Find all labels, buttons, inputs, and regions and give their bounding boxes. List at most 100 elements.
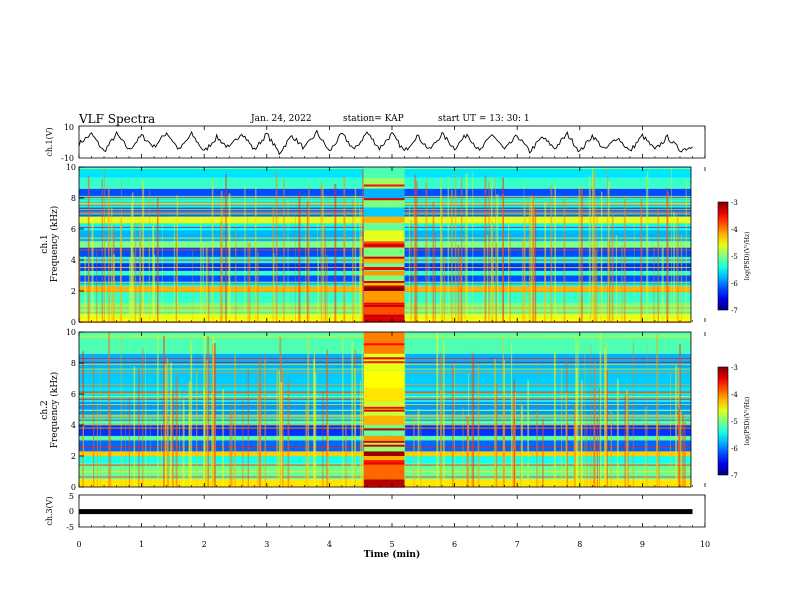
spectrogram-streak-31 xyxy=(596,207,598,322)
spectrogram-streak-97 xyxy=(313,359,316,487)
spectrogram-streak-80 xyxy=(258,378,260,487)
spectrogram-streak-168 xyxy=(521,405,523,487)
ytick-label-4: 4 xyxy=(71,256,76,265)
spectrogram-streak-156 xyxy=(532,194,535,322)
spectrogram-streak-108 xyxy=(171,390,174,487)
spectrogram-streak-62 xyxy=(623,196,626,322)
spectrogram-streak-79 xyxy=(133,252,135,322)
spectrogram-streak-70 xyxy=(298,191,301,322)
spectrogram-streak-30 xyxy=(496,194,499,322)
spectrogram-streak-65 xyxy=(152,226,154,322)
burst-line-1 xyxy=(363,317,405,320)
spectrogram-streak-36 xyxy=(107,187,110,322)
burst-band-12 xyxy=(363,332,405,354)
spectrogram-streak-34 xyxy=(359,380,361,487)
burst-line-10 xyxy=(363,409,405,412)
spectrogram-streak-139 xyxy=(280,382,283,487)
spectrogram-streak-1 xyxy=(611,213,614,322)
spectrogram-streak-134 xyxy=(130,220,133,322)
ch2-spectrogram-ylabel-freq: Frequency (kHz) xyxy=(49,372,60,449)
spectrogram-streak-28 xyxy=(97,403,98,487)
spectrogram-streak-88 xyxy=(460,257,463,322)
spectrogram-streak-100 xyxy=(452,364,454,487)
spectrogram-streak-48 xyxy=(680,234,683,322)
spectrogram-streak-87 xyxy=(318,259,319,322)
spectrogram-streak-74 xyxy=(164,363,167,487)
colorbar-tick--4: -4 xyxy=(731,226,738,234)
spectrogram-streak-26 xyxy=(521,237,524,322)
burst-band-18 xyxy=(363,167,405,178)
spectrogram-streak-126 xyxy=(684,422,686,487)
spectrogram-streak-164 xyxy=(601,191,603,322)
ch1-spectrogram-ylabel-freq: Frequency (kHz) xyxy=(49,206,60,283)
spectrogram-streak-83 xyxy=(161,222,163,322)
burst-band-0 xyxy=(363,479,405,488)
spectrogram-streak-152 xyxy=(295,214,296,322)
colorbar-label: log(PSD)(V²/Hz) xyxy=(744,232,751,281)
spectrogram-streak-130 xyxy=(354,188,357,322)
spectrogram-streak-150 xyxy=(82,418,84,487)
spectrogram-streak-30 xyxy=(537,357,539,487)
spectrogram-streak-144 xyxy=(145,398,147,487)
burst-line-7 xyxy=(363,357,405,360)
ytick-label-2: 2 xyxy=(71,287,76,296)
spectrogram-streak-7 xyxy=(577,340,579,487)
spectrogram-streak-89 xyxy=(131,192,134,322)
burst-line-3 xyxy=(363,198,405,201)
spectrogram-streak-81 xyxy=(322,185,324,322)
spectrogram-streak-94 xyxy=(156,197,159,322)
burst-line-2 xyxy=(363,444,405,447)
spectrogram-streak-31 xyxy=(287,379,290,487)
spectrogram-streak-113 xyxy=(157,333,159,487)
colorbar-tick--5: -5 xyxy=(731,418,738,426)
spectrogram-streak-64 xyxy=(153,254,156,322)
spectrogram-streak-154 xyxy=(514,385,515,487)
spectrogram-streak-92 xyxy=(202,245,204,322)
spectrogram-streak-42 xyxy=(326,255,328,322)
spectrogram-streak-68 xyxy=(584,345,586,487)
spectrogram-streak-153 xyxy=(666,188,668,322)
spectrogram-streak-123 xyxy=(334,183,337,322)
spectrogram-streak-27 xyxy=(554,184,556,322)
spectrogram-streak-39 xyxy=(553,351,556,487)
spectrogram-streak-127 xyxy=(148,237,150,322)
spectrogram-streak-66 xyxy=(163,335,165,487)
spectrogram-streak-164 xyxy=(436,333,439,487)
burst-band-12 xyxy=(363,222,405,231)
burst-band-9 xyxy=(363,387,405,402)
spectrogram-streak-11 xyxy=(511,342,513,487)
colorbar-label: log(PSD)(V²/Hz) xyxy=(744,397,751,446)
spectrogram-streak-136 xyxy=(670,373,671,487)
spectrogram-streak-147 xyxy=(211,343,214,487)
colorbar-tick--7: -7 xyxy=(731,472,738,480)
spectrogram-streak-29 xyxy=(528,202,531,322)
spectrogram-streak-106 xyxy=(633,225,635,322)
spectrogram-streak-76 xyxy=(646,171,649,322)
spectrogram-streak-69 xyxy=(416,180,418,322)
spectrogram-streak-86 xyxy=(508,219,510,322)
spectrogram-streak-124 xyxy=(615,235,618,322)
spectrogram-streak-29 xyxy=(646,342,648,487)
spectrogram-streak-79 xyxy=(351,341,354,487)
spectrogram-streak-146 xyxy=(472,354,475,487)
spectrogram-streak-168 xyxy=(308,185,310,322)
spectrogram-streak-160 xyxy=(345,423,347,487)
spectrogram-streak-103 xyxy=(471,351,473,487)
burst-line-8 xyxy=(363,462,405,465)
spectrogram-streak-38 xyxy=(273,253,275,322)
spectrogram-streak-89 xyxy=(326,349,328,487)
spectrogram-streak-3 xyxy=(420,424,422,487)
spectrogram-streak-82 xyxy=(111,206,113,322)
burst-band-13 xyxy=(363,216,405,223)
spectrogram-streak-58 xyxy=(175,375,178,487)
spectrogram-streak-161 xyxy=(440,357,442,487)
ch1-trace xyxy=(78,129,693,156)
ch3-ytick-bottom: -5 xyxy=(66,523,74,532)
xtick-label-2: 2 xyxy=(202,540,207,549)
spectrogram-streak-161 xyxy=(425,182,427,322)
ch2-spectrogram-frame xyxy=(78,331,692,488)
date-label: Jan. 24, 2022 xyxy=(251,114,312,124)
spectrogram-streak-11 xyxy=(509,232,511,322)
spectrogram-streak-66 xyxy=(228,193,231,322)
spectrogram-streak-84 xyxy=(675,365,678,487)
